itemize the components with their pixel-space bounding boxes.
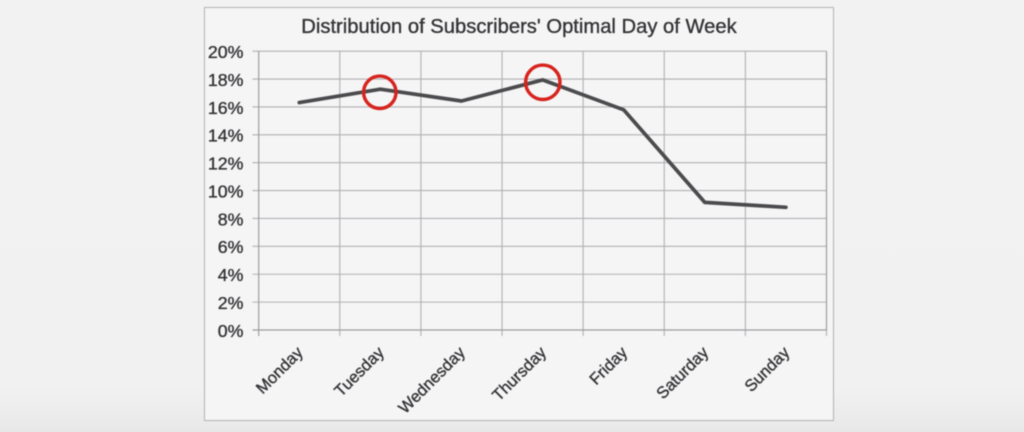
svg-text:4%: 4% [218, 265, 244, 285]
svg-text:12%: 12% [208, 154, 244, 174]
svg-text:2%: 2% [218, 293, 244, 313]
svg-text:8%: 8% [218, 209, 244, 229]
svg-text:18%: 18% [208, 70, 244, 90]
svg-text:0%: 0% [218, 321, 244, 341]
svg-text:Distribution of Subscribers' O: Distribution of Subscribers' Optimal Day… [301, 16, 737, 38]
svg-text:20%: 20% [208, 42, 244, 62]
svg-text:6%: 6% [218, 237, 244, 257]
svg-text:16%: 16% [208, 98, 244, 118]
svg-text:14%: 14% [208, 126, 244, 146]
svg-text:10%: 10% [208, 181, 244, 201]
